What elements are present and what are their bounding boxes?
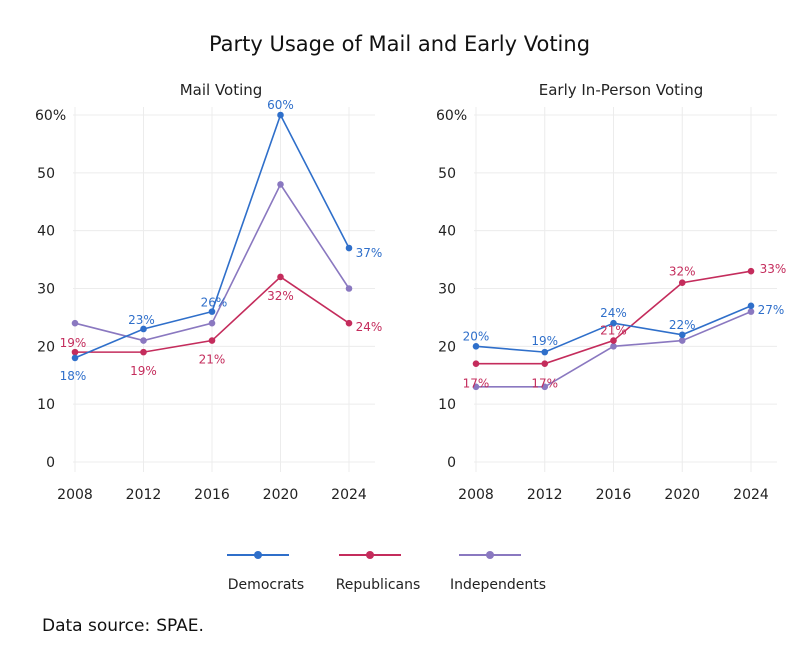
data-label-republicans: 33% [760,262,787,276]
data-label-republicans: 19% [130,364,157,378]
y-tick-label: 40 [438,224,456,240]
data-label-democrats: 19% [531,334,558,348]
x-tick-label: 2012 [527,487,563,503]
data-label-republicans: 32% [669,265,696,279]
y-tick-label: 50 [438,166,456,182]
data-label-democrats: 26% [201,296,228,310]
y-tick-label: 60% [436,108,467,124]
data-point-democrats [277,111,284,119]
data-point-independents [747,308,755,315]
legend-label-republicans: Republicans [336,577,421,593]
data-point-independents [541,383,549,391]
data-point-republicans [277,273,284,281]
data-label-democrats: 23% [128,313,155,327]
data-point-republicans [71,348,79,356]
data-point-republicans [610,337,617,344]
data-label-republicans: 17% [531,377,558,391]
data-label-democrats: 20% [463,329,490,343]
data-point-democrats [678,331,686,339]
y-tick-label: 40 [37,224,55,240]
data-point-republicans [472,360,480,367]
data-point-independents [208,319,216,327]
y-tick-label: 30 [37,282,55,298]
data-source-label: Data source: [42,616,151,636]
data-point-independents [345,285,353,292]
data-point-republicans [345,319,353,327]
x-tick-label: 2024 [331,487,367,503]
legend-marker-democrats [254,551,262,559]
data-label-republicans: 19% [60,336,87,350]
x-tick-label: 2016 [194,487,230,503]
y-tick-label: 0 [46,455,55,471]
data-point-democrats [610,319,617,327]
data-point-democrats [71,354,79,362]
data-point-republicans [541,360,549,367]
data-source-note: Data source: SPAE. [42,616,204,636]
data-label-democrats: 60% [267,98,294,112]
data-label-republicans: 17% [463,377,490,391]
data-point-republicans [747,267,755,275]
data-point-democrats [747,302,755,310]
chart-title: Party Usage of Mail and Early Voting [208,32,591,56]
x-tick-label: 2020 [664,487,700,503]
x-tick-label: 2016 [596,487,632,503]
data-label-democrats: 22% [669,318,696,332]
x-tick-label: 2024 [733,487,769,503]
data-label-republicans: 24% [356,320,383,334]
data-point-republicans [140,348,147,356]
y-tick-label: 10 [37,397,55,413]
data-label-republicans: 21% [199,353,226,367]
data-label-democrats: 18% [60,369,87,383]
data-label-democrats: 37% [356,246,383,260]
data-point-democrats [472,343,480,350]
data-label-democrats: 24% [600,306,627,320]
x-tick-label: 2020 [263,487,299,503]
data-point-independents [610,343,617,350]
y-tick-label: 0 [447,455,456,471]
data-point-republicans [678,279,686,287]
legend-marker-independents [486,551,494,559]
data-point-independents [678,337,686,344]
data-point-democrats [345,244,353,252]
data-label-republicans: 32% [267,289,294,303]
data-point-independents [277,181,284,188]
y-tick-label: 30 [438,282,456,298]
data-label-democrats: 27% [758,303,785,317]
y-tick-label: 20 [37,339,55,355]
legend-label-democrats: Democrats [228,577,304,593]
y-tick-label: 60% [35,108,66,124]
legend-label-independents: Independents [450,577,546,593]
data-source-value: SPAE. [156,616,204,636]
y-tick-label: 50 [37,166,55,182]
data-point-independents [140,337,147,344]
y-tick-label: 10 [438,397,456,413]
data-label-republicans: 21% [600,324,627,338]
data-point-independents [472,383,480,391]
legend-marker-republicans [366,551,374,559]
x-tick-label: 2008 [57,487,93,503]
data-point-democrats [541,348,549,356]
panel-title: Early In-Person Voting [539,81,704,99]
data-point-democrats [208,308,216,315]
data-point-democrats [140,325,147,333]
panel-title: Mail Voting [180,81,263,99]
y-tick-label: 20 [438,339,456,355]
x-tick-label: 2012 [126,487,162,503]
data-point-independents [71,319,79,327]
data-point-republicans [208,337,216,344]
x-tick-label: 2008 [458,487,494,503]
